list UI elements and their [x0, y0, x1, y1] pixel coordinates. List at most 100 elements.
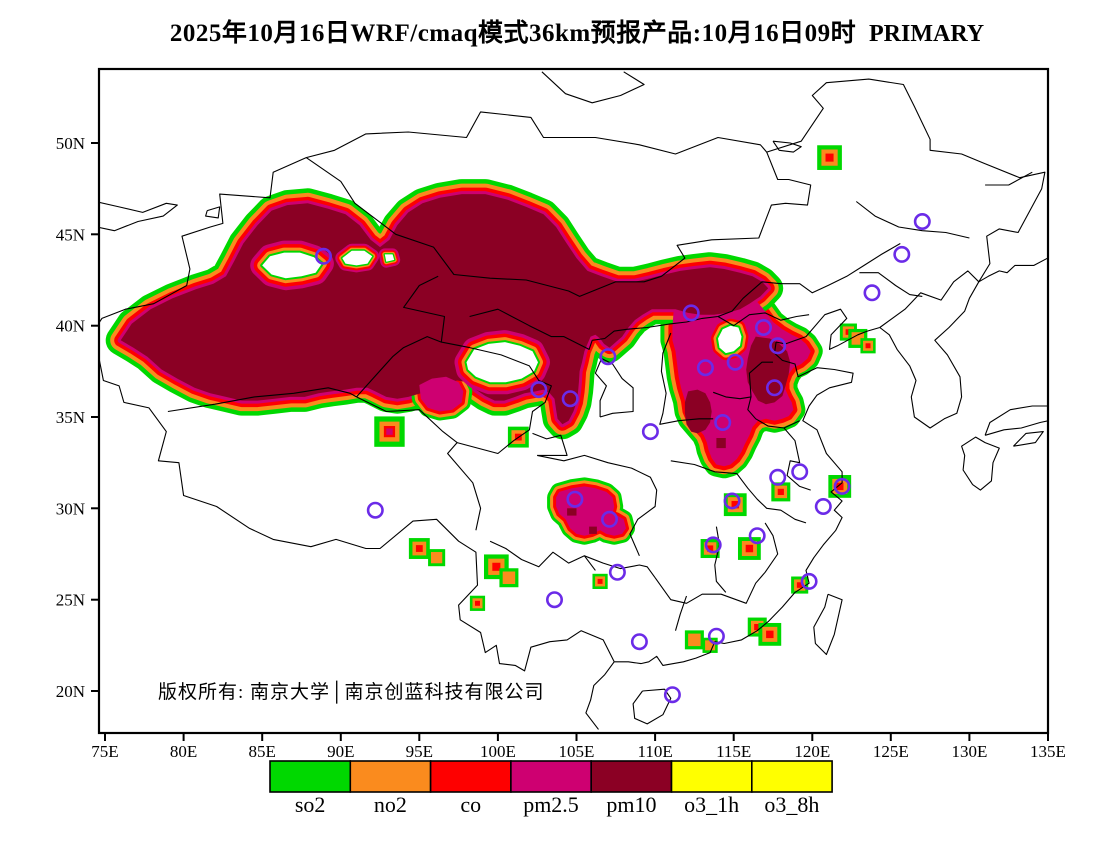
- boundary-line-jiangsu_anhui: [783, 427, 811, 491]
- boundary-line-baikal: [541, 71, 645, 104]
- boundary-line-border_west_north: [99, 78, 1046, 328]
- station-marker: [833, 477, 851, 495]
- boundary-line-honshu_west: [984, 405, 1048, 436]
- station-marker: [599, 348, 617, 366]
- y-tick-label: 25N: [56, 591, 85, 610]
- station-marker: [707, 627, 725, 645]
- legend-label-co: co: [460, 792, 481, 817]
- clean-hole-tianshan_3: [384, 254, 395, 262]
- clean-hole-tianshan_2: [342, 250, 373, 266]
- station-marker: [893, 245, 911, 263]
- x-tick-label: 95E: [406, 742, 433, 761]
- station-marker: [791, 463, 809, 481]
- boundary-line-kyushu: [961, 436, 1000, 491]
- station-marker: [561, 390, 579, 408]
- station-marker: [600, 510, 618, 528]
- boundary-line-alakol: [205, 206, 221, 219]
- boundary-line-coast: [614, 308, 880, 666]
- map-frame: [97, 67, 1050, 735]
- boundary-line-guizhou_guangxi: [584, 555, 656, 579]
- station-marker: [723, 492, 741, 510]
- boundary-line-ningxia: [594, 357, 634, 418]
- pollutant-blob-no2: [688, 633, 701, 647]
- legend-swatch-o3_1h: [670, 760, 753, 793]
- y-tick-label: 20N: [56, 682, 85, 701]
- station-marker: [704, 536, 722, 554]
- x-tick-label: 130E: [951, 742, 987, 761]
- pollutant-blob-co: [492, 562, 501, 571]
- boundary-line-hebei_north: [717, 312, 810, 327]
- y-tick-label: 50N: [56, 134, 85, 153]
- pollutant-blob-co: [777, 488, 784, 495]
- axis-layer: 75E 80E 85E 90E 95E 100E 105E 110E 115E 120E 125E 1…: [56, 67, 1066, 761]
- clean-hole-tianshan_1: [262, 252, 322, 279]
- station-marker: [530, 381, 548, 399]
- boundary-line-border_southwest: [99, 356, 615, 672]
- pm10-inner-patch-shanxi_south: [684, 389, 712, 434]
- station-marker: [913, 213, 931, 231]
- pollutant-blob-co: [754, 623, 761, 631]
- boundary-line-vietnam_coast: [585, 661, 615, 730]
- pollutant-blob-co: [825, 153, 834, 162]
- legend-label-no2: no2: [374, 792, 407, 817]
- station-marker: [714, 413, 732, 431]
- legend-label-pm10: pm10: [606, 792, 656, 817]
- station-marker: [545, 591, 563, 609]
- station-marker: [863, 284, 881, 302]
- pollutant-blob-co: [766, 630, 774, 639]
- legend-swatch-pm10: [590, 760, 673, 793]
- boundary-line-guangxi_guangdong: [674, 595, 688, 631]
- station-marker: [814, 497, 832, 515]
- boundary-line-taiwan: [813, 593, 843, 656]
- boundary-line-innermongolia_south: [592, 243, 901, 341]
- x-tick-label: 135E: [1030, 742, 1066, 761]
- boundary-line-korea: [879, 281, 980, 429]
- boundary-line-heilongjiang_jilin: [855, 201, 970, 239]
- clean-hole-qaidam: [466, 342, 538, 383]
- pm25-region-qinghai: [419, 376, 464, 412]
- station-marker: [769, 468, 787, 486]
- boundary-line-balkhash: [99, 201, 178, 232]
- map-title: 2025年10月16日WRF/cmaq模式36km预报产品:10月16日09时: [170, 18, 856, 47]
- legend-swatch-no2: [349, 760, 432, 793]
- copyright-text: 版权所有: 南京大学│南京创蓝科技有限公司: [158, 680, 545, 704]
- x-tick-label: 90E: [327, 742, 354, 761]
- pollutant-blob-co: [706, 545, 714, 552]
- legend-label-pm2.5: pm2.5: [523, 792, 579, 817]
- station-marker: [682, 304, 700, 322]
- pollutant-blob-co: [745, 544, 754, 553]
- x-tick-label: 80E: [170, 742, 197, 761]
- boundary-line-south_china: [654, 522, 779, 604]
- boundary-line-qinghai_gansu: [441, 341, 552, 455]
- boundary-line-henan_shandong: [713, 391, 800, 429]
- station-marker: [696, 359, 714, 377]
- station-marker: [663, 686, 681, 704]
- legend-swatch-pm2.5: [510, 760, 592, 793]
- pollutant-blob-co: [796, 582, 803, 588]
- x-tick-label: 125E: [873, 742, 909, 761]
- station-marker: [366, 501, 384, 519]
- x-tick-label: 110E: [637, 742, 672, 761]
- pollutant-blob-no2: [502, 571, 516, 584]
- station-marker: [769, 337, 787, 355]
- pollutant-blob-co: [597, 578, 603, 584]
- station-marker: [608, 563, 626, 581]
- boundary-line-sichuan_north: [537, 454, 658, 557]
- boundary-line-amur: [985, 171, 1033, 186]
- legend-label-o3_8h: o3_8h: [764, 792, 819, 817]
- boundary-line-russia_coast: [978, 257, 1048, 283]
- pm10-inner-patch-sichuan_speck_1: [567, 508, 577, 516]
- y-tick-label: 45N: [56, 225, 85, 244]
- boundary-line-shikoku: [1013, 431, 1044, 447]
- x-tick-label: 85E: [249, 742, 276, 761]
- station-marker: [748, 527, 766, 545]
- y-tick-label: 35N: [56, 408, 85, 427]
- station-marker: [566, 490, 584, 508]
- station-marker: [630, 633, 648, 651]
- boundary-line-yunnan: [489, 540, 596, 571]
- pollutant-blob-no2: [705, 640, 716, 651]
- pollutant-blob-co: [865, 343, 871, 349]
- y-tick-label: 30N: [56, 499, 85, 518]
